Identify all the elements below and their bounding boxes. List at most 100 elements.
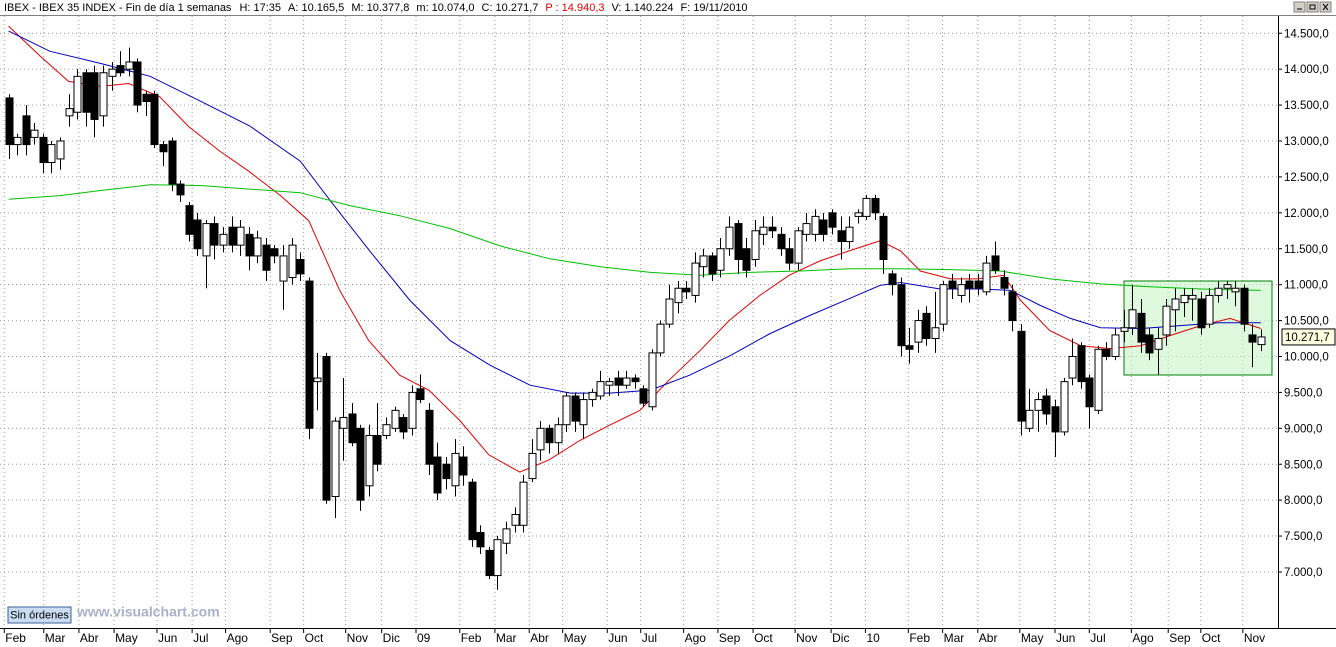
candle-body (768, 226, 777, 232)
maximize-button[interactable] (1306, 1, 1319, 13)
candle-body (631, 377, 640, 383)
candle-body (219, 233, 228, 246)
candle-body (476, 531, 485, 548)
order-button[interactable]: Sin órdenes (7, 606, 72, 624)
candle-body (1205, 294, 1214, 325)
candle-body (22, 115, 31, 146)
x-tick-label: Abr (979, 631, 998, 645)
candle-body (725, 226, 734, 250)
x-tick-label: Sep (1169, 631, 1191, 645)
candle-body (536, 427, 545, 451)
candle-body (862, 197, 871, 217)
candle-body (965, 280, 974, 289)
candle-body (245, 233, 254, 257)
x-tick-label: May (564, 631, 587, 645)
candle-body (373, 434, 382, 465)
x-tick-label: May (1021, 631, 1044, 645)
candle-body (554, 424, 563, 444)
x-tick-label: Jul (642, 631, 657, 645)
last-price-box (1281, 328, 1336, 346)
candle-body (931, 327, 940, 340)
candle-body (65, 108, 74, 117)
candle-body (56, 140, 65, 160)
watermark: www.visualchart.com (76, 604, 220, 620)
y-tick-label: 11.500,0 (1284, 244, 1328, 256)
candle-body (1180, 294, 1189, 304)
candle-body (279, 255, 288, 282)
window-buttons (1293, 1, 1332, 13)
candle-body (425, 409, 434, 465)
candle-body (854, 212, 863, 217)
x-tick-label: Jul (193, 631, 208, 645)
button-frame[interactable] (7, 606, 72, 624)
candle-body (1025, 409, 1034, 429)
candle-body (614, 377, 623, 386)
candle-body (579, 399, 588, 426)
candle-body (811, 215, 820, 235)
x-tick-label: Mar (944, 631, 965, 645)
candle-body (125, 61, 134, 70)
y-tick-label: 10.000,0 (1284, 352, 1329, 364)
y-tick-label: 12.000,0 (1284, 208, 1329, 220)
x-tick-label: Oct (305, 631, 324, 645)
candle-body (948, 280, 957, 289)
x-tick-label: Jul (1090, 631, 1105, 645)
candle-body (459, 456, 468, 476)
button-label[interactable]: Sin órdenes (10, 609, 69, 621)
maximize-icon (1309, 4, 1316, 10)
candle-body (168, 140, 177, 185)
candle-body (116, 65, 125, 74)
candle-body (1060, 381, 1069, 433)
y-tick-label: 7.000,0 (1284, 567, 1322, 579)
candle-body (47, 144, 56, 164)
candle-body (596, 381, 605, 397)
x-tick-label: Ago (1132, 631, 1154, 645)
candle-body (202, 223, 211, 257)
candle-body (270, 248, 279, 257)
candle-body (313, 377, 322, 383)
x-tick-label: May (115, 631, 138, 645)
candle-body (142, 93, 151, 102)
candle-body (1085, 377, 1094, 408)
candle-body (150, 93, 159, 146)
candle-body (802, 223, 811, 235)
candle-body (1257, 336, 1266, 346)
candle-body (228, 226, 237, 246)
moving-average (8, 30, 1261, 394)
header-item: A: 10.165,5 (288, 2, 344, 14)
grid (0, 16, 1278, 628)
header-item: P : 14.940,3 (545, 2, 604, 14)
x-tick-label: Oct (754, 631, 773, 645)
header-item: H: 17:35 (239, 2, 281, 14)
candle-body (777, 233, 786, 250)
candle-body (1128, 309, 1137, 329)
candle-body (382, 424, 391, 436)
y-tick-label: 14.000,0 (1284, 64, 1329, 76)
candle-body (1240, 287, 1249, 325)
candle-body (1188, 294, 1197, 300)
candle-body (288, 244, 297, 278)
candle-body (39, 136, 48, 164)
candle-body (90, 72, 99, 120)
x-tick-label: 10 (866, 631, 880, 645)
x-tick-label: Abr (530, 631, 549, 645)
header-item: IBEX - IBEX 35 INDEX - Fin de día 1 sema… (4, 2, 232, 14)
y-tick-label: 14.500,0 (1284, 28, 1329, 40)
candle-body (485, 549, 494, 577)
candle-body (1171, 298, 1180, 311)
candle-body (716, 248, 725, 271)
candle-body (665, 298, 674, 325)
x-tick-label: Sep (271, 631, 293, 645)
candle-body (922, 312, 931, 340)
candle-body (1248, 334, 1257, 343)
candle-body (785, 248, 794, 264)
x-tick-label: Dic (832, 631, 849, 645)
candle-body (399, 417, 408, 433)
x-tick-label: Jun (608, 631, 627, 645)
candle-body (545, 427, 554, 444)
x-tick-label: Sep (719, 631, 741, 645)
minimize-button[interactable] (1293, 1, 1306, 13)
candle-body (742, 248, 751, 271)
candle-body (708, 255, 717, 275)
x-tick-label: Nov (796, 631, 817, 645)
